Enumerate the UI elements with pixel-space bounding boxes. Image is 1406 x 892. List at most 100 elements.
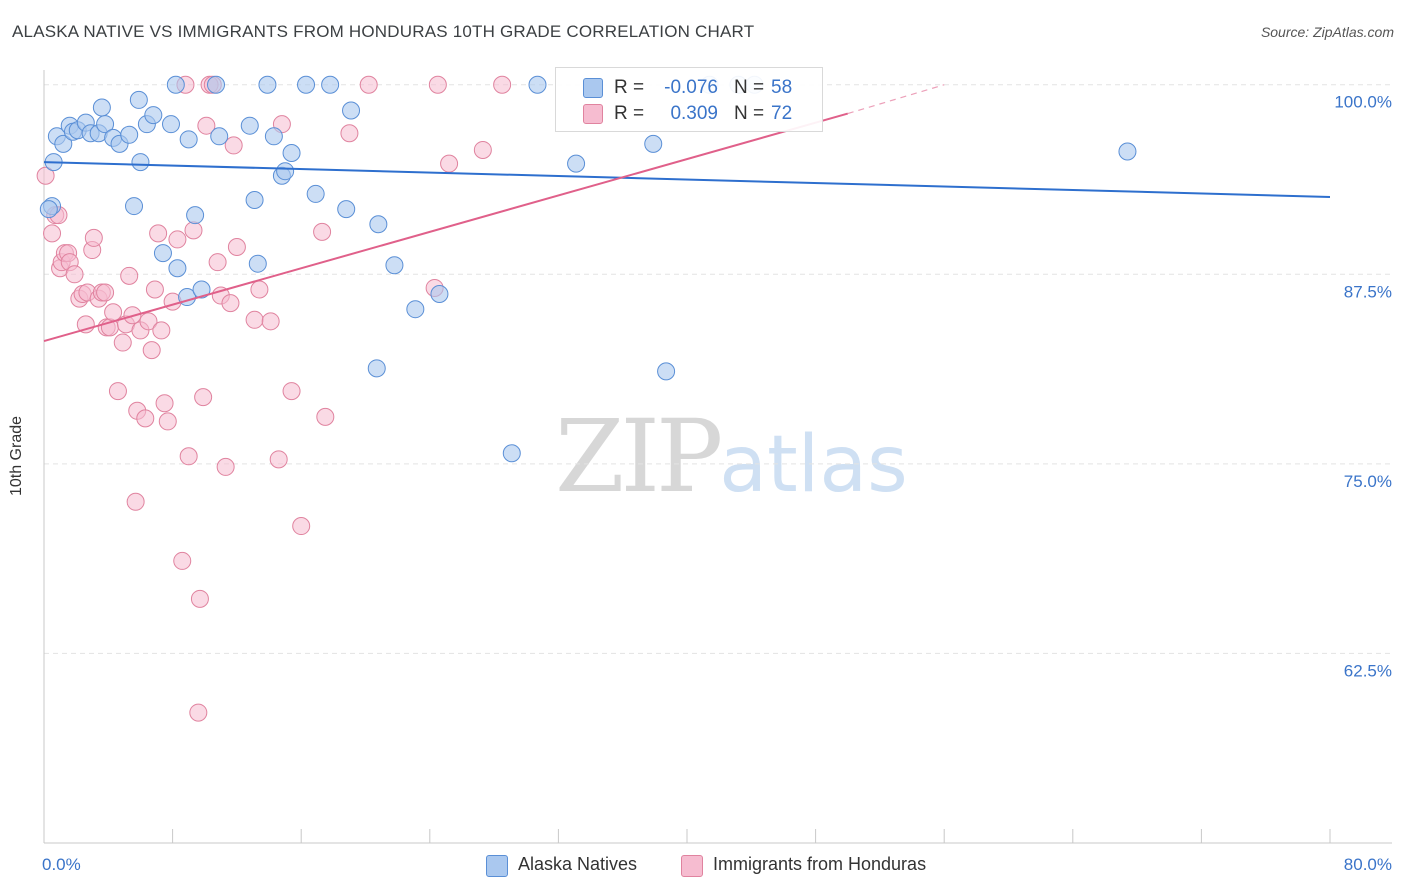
data-point-honduras (149, 224, 168, 243)
data-point-honduras (136, 409, 155, 428)
watermark-zip: ZIP (555, 398, 723, 515)
legend-swatch-honduras (583, 104, 603, 124)
data-point-honduras (269, 450, 288, 469)
data-point-alaska (210, 127, 229, 146)
tick-labels: 62.5% 75.0% 87.5% 100.0% 0.0% 80.0% (42, 93, 1392, 874)
data-point-alaska (245, 191, 264, 210)
data-point-honduras (113, 333, 132, 352)
data-point-alaska (240, 116, 259, 135)
data-point-honduras (261, 312, 280, 331)
data-point-alaska (129, 90, 148, 109)
source-credit: Source: ZipAtlas.com (1260, 24, 1394, 40)
data-point-honduras (227, 238, 246, 257)
data-point-honduras (158, 412, 177, 431)
data-point-honduras (155, 394, 174, 413)
data-point-honduras (126, 492, 145, 511)
series-legend: Alaska Natives Immigrants from Honduras (0, 851, 1406, 879)
legend-label-alaska: Alaska Natives (518, 854, 638, 874)
correlation-legend: R = -0.076 N = 58 R = 0.309 N = 72 (555, 67, 823, 132)
legend-n-label: N = (734, 77, 765, 98)
data-point-alaska (342, 101, 361, 120)
data-point-alaska (1118, 142, 1137, 161)
x-tick-label: 80.0% (1344, 855, 1392, 874)
legend-r-label: R = (614, 103, 645, 124)
trend-line-honduras-extension (847, 84, 945, 115)
chart-title: ALASKA NATIVE VS IMMIGRANTS FROM HONDURA… (12, 22, 755, 41)
legend-row-alaska: R = -0.076 N = 58 (556, 74, 822, 102)
data-point-honduras (65, 265, 84, 284)
data-point-honduras (440, 154, 459, 173)
data-point-honduras (493, 75, 512, 94)
legend-r-label: R = (614, 77, 645, 98)
data-point-honduras (190, 589, 209, 608)
data-point-honduras (36, 166, 55, 185)
data-point-honduras (292, 517, 311, 536)
data-point-honduras (104, 303, 123, 322)
data-point-alaska (385, 256, 404, 275)
data-point-alaska (528, 75, 547, 94)
data-point-alaska (153, 244, 172, 263)
data-point-honduras (316, 407, 335, 426)
data-point-honduras (43, 224, 62, 243)
data-point-alaska (92, 98, 111, 117)
data-point-honduras (194, 388, 213, 407)
data-point-honduras (179, 447, 198, 466)
data-point-alaska (297, 75, 316, 94)
data-point-honduras (473, 140, 492, 159)
data-point-alaska (166, 75, 185, 94)
data-point-alaska (131, 153, 150, 172)
y-tick-label: 87.5% (1344, 282, 1392, 301)
legend-r-value: 0.309 (670, 103, 718, 124)
data-point-honduras (120, 266, 139, 285)
data-point-honduras (184, 221, 203, 240)
data-point-honduras (359, 75, 378, 94)
data-point-honduras (340, 124, 359, 143)
trend-line-alaska (43, 161, 1331, 198)
legend-label-honduras: Immigrants from Honduras (713, 854, 927, 874)
data-point-alaska (39, 200, 58, 219)
data-point-alaska (186, 206, 205, 225)
data-point-honduras (197, 116, 216, 135)
grid (44, 84, 1392, 654)
watermark: ZIPatlas (555, 398, 908, 515)
trend-line-honduras (43, 112, 849, 342)
data-point-alaska (369, 215, 388, 234)
data-point-alaska (367, 359, 386, 378)
data-point-honduras (313, 222, 332, 241)
legend-n-value: 58 (771, 77, 793, 98)
data-point-honduras (224, 136, 243, 155)
data-point-alaska (207, 75, 226, 94)
data-point-honduras (145, 280, 164, 299)
data-point-honduras (221, 294, 240, 313)
data-point-alaska (282, 143, 301, 162)
data-point-honduras (250, 280, 269, 299)
data-point-alaska (192, 280, 211, 299)
data-point-honduras (216, 457, 235, 476)
data-point-alaska (179, 130, 198, 149)
data-point-alaska (144, 106, 163, 125)
data-point-honduras (208, 253, 227, 272)
y-tick-label: 62.5% (1344, 661, 1392, 680)
data-point-honduras (152, 321, 171, 340)
data-point-alaska (406, 300, 425, 319)
data-point-honduras (96, 283, 115, 302)
data-point-alaska (502, 444, 521, 463)
legend-n-label: N = (734, 103, 765, 124)
data-point-honduras (84, 228, 103, 247)
data-point-alaska (276, 162, 295, 181)
data-point-alaska (258, 75, 277, 94)
data-point-alaska (168, 259, 187, 278)
data-point-alaska (248, 254, 267, 273)
data-point-honduras (142, 341, 161, 360)
data-point-alaska (321, 75, 340, 94)
legend-n-value: 72 (771, 103, 793, 124)
data-point-alaska (161, 115, 180, 134)
data-point-honduras (173, 551, 192, 570)
data-point-alaska (54, 134, 73, 153)
data-point-alaska (96, 115, 115, 134)
trend-lines (43, 84, 1331, 342)
y-tick-label: 75.0% (1344, 472, 1392, 491)
data-point-alaska (657, 362, 676, 381)
data-point-alaska (430, 285, 449, 304)
